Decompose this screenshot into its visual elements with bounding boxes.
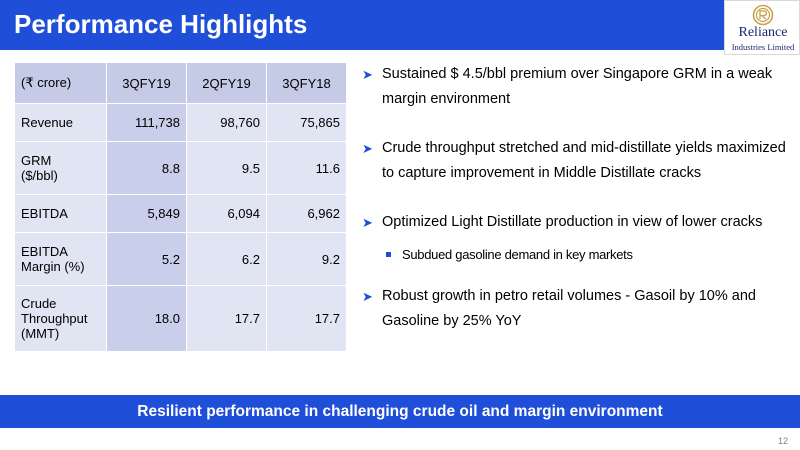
table-row: Revenue 111,738 98,760 75,865 (14, 103, 347, 142)
table-cell: 6,094 (186, 194, 267, 233)
table-cell: 6.2 (186, 232, 267, 286)
arrow-bullet-icon: ➤ (362, 67, 373, 82)
bullet-text: Optimized Light Distillate production in… (382, 214, 763, 230)
row-label: EBITDA Margin (%) (14, 232, 107, 286)
table-cell: 8.8 (106, 141, 187, 195)
bullet-item: ➤ Optimized Light Distillate production … (362, 210, 792, 235)
row-label: Revenue (14, 103, 107, 142)
table-cell: 9.5 (186, 141, 267, 195)
table-row: EBITDA 5,849 6,094 6,962 (14, 194, 347, 233)
table-cell: 9.2 (266, 232, 347, 286)
footer-banner: Resilient performance in challenging cru… (0, 395, 800, 428)
table-cell: 98,760 (186, 103, 267, 142)
bullet-item: ➤ Crude throughput stretched and mid-dis… (362, 136, 792, 186)
company-logo: Reliance Industries Limited (724, 0, 800, 55)
table-row: GRM ($/bbl) 8.8 9.5 11.6 (14, 141, 347, 195)
table-row: Crude Throughput (MMT) 18.0 17.7 17.7 (14, 285, 347, 352)
bullet-text: Robust growth in petro retail volumes - … (382, 288, 756, 329)
row-label: EBITDA (14, 194, 107, 233)
logo-subtitle: Industries Limited (731, 42, 795, 52)
table-cell: 75,865 (266, 103, 347, 142)
table-cell: 11.6 (266, 141, 347, 195)
row-label: GRM ($/bbl) (14, 141, 107, 195)
table-cell: 17.7 (186, 285, 267, 352)
column-header: 2QFY19 (186, 62, 267, 104)
column-header: 3QFY18 (266, 62, 347, 104)
page-title: Performance Highlights (14, 9, 308, 39)
footer-text: Resilient performance in challenging cru… (137, 403, 663, 420)
sub-bullet-text: Subdued gasoline demand in key markets (402, 247, 633, 262)
table-cell: 17.7 (266, 285, 347, 352)
table-row: EBITDA Margin (%) 5.2 6.2 9.2 (14, 232, 347, 286)
bullet-text: Crude throughput stretched and mid-disti… (382, 140, 786, 181)
column-header: (₹ crore) (14, 62, 107, 104)
bullet-item: ➤ Robust growth in petro retail volumes … (362, 284, 792, 334)
bullet-item: ➤ Sustained $ 4.5/bbl premium over Singa… (362, 62, 792, 112)
square-bullet-icon (386, 252, 391, 257)
row-label: Crude Throughput (MMT) (14, 285, 107, 352)
arrow-bullet-icon: ➤ (362, 289, 373, 304)
arrow-bullet-icon: ➤ (362, 141, 373, 156)
table-header-row: (₹ crore) 3QFY19 2QFY19 3QFY18 (14, 62, 347, 104)
bullet-text: Sustained $ 4.5/bbl premium over Singapo… (382, 66, 773, 107)
table-cell: 6,962 (266, 194, 347, 233)
table-cell: 111,738 (106, 103, 187, 142)
financial-table: (₹ crore) 3QFY19 2QFY19 3QFY18 Revenue 1… (14, 62, 347, 352)
sub-bullet-item: Subdued gasoline demand in key markets (384, 245, 784, 265)
table-cell: 5.2 (106, 232, 187, 286)
logo-name: Reliance (738, 25, 788, 40)
arrow-bullet-icon: ➤ (362, 215, 373, 230)
table-cell: 18.0 (106, 285, 187, 352)
table-cell: 5,849 (106, 194, 187, 233)
page-number: 12 (777, 436, 788, 446)
column-header: 3QFY19 (106, 62, 187, 104)
header-bar: Performance Highlights (0, 0, 800, 50)
reliance-logo-icon (752, 4, 774, 26)
